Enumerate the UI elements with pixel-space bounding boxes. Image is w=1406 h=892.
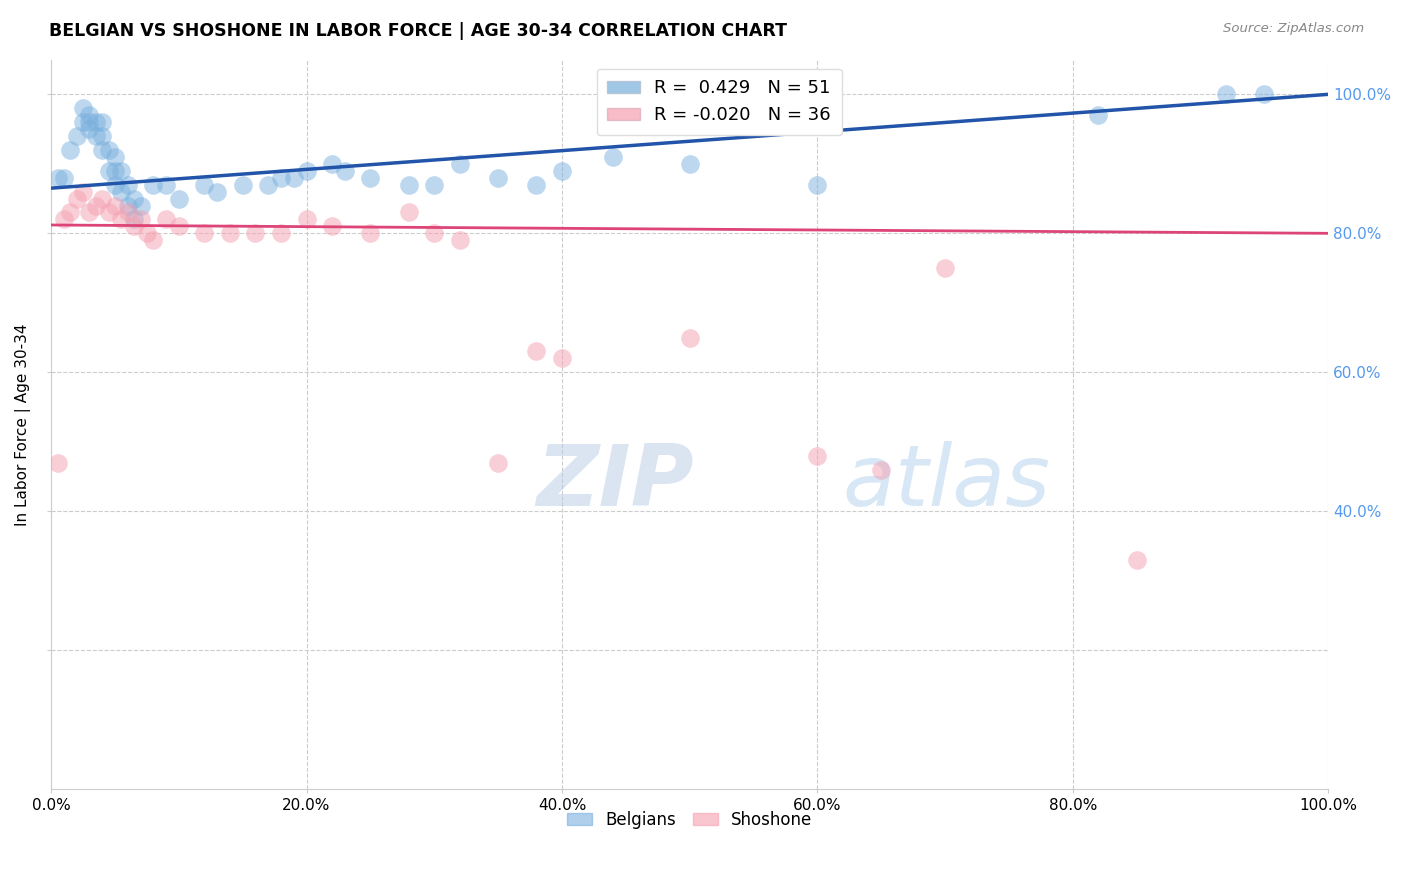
Point [97, 143, 120, 157]
Point [870, 462, 893, 476]
Point [257, 178, 280, 192]
Point [72, 101, 94, 115]
Point [91, 192, 114, 206]
Point [359, 170, 381, 185]
Point [117, 198, 139, 212]
Point [449, 233, 471, 247]
Point [84, 198, 107, 212]
Point [66, 192, 89, 206]
Point [110, 163, 132, 178]
Point [91, 143, 114, 157]
Point [155, 212, 177, 227]
Point [129, 198, 152, 212]
Point [122, 212, 145, 227]
Point [295, 212, 318, 227]
Point [678, 157, 700, 171]
Point [245, 227, 267, 241]
Point [46, 170, 69, 185]
Point [551, 351, 574, 366]
Text: BELGIAN VS SHOSHONE IN LABOR FORCE | AGE 30-34 CORRELATION CHART: BELGIAN VS SHOSHONE IN LABOR FORCE | AGE… [49, 22, 787, 40]
Point [122, 192, 145, 206]
Point [486, 170, 509, 185]
Point [91, 115, 114, 129]
Point [359, 227, 381, 241]
Point [486, 456, 509, 470]
Point [398, 205, 420, 219]
Point [155, 178, 177, 192]
Point [117, 205, 139, 219]
Point [46, 456, 69, 470]
Point [167, 219, 190, 234]
Point [526, 178, 548, 192]
Point [167, 192, 190, 206]
Point [1087, 108, 1109, 122]
Point [193, 178, 215, 192]
Point [104, 163, 127, 178]
Point [79, 108, 101, 122]
Point [1215, 87, 1237, 102]
Point [79, 115, 101, 129]
Point [84, 129, 107, 144]
Point [423, 178, 446, 192]
Point [97, 163, 120, 178]
Point [806, 449, 828, 463]
Point [283, 170, 305, 185]
Text: Source: ZipAtlas.com: Source: ZipAtlas.com [1223, 22, 1364, 36]
Point [602, 150, 624, 164]
Point [232, 178, 254, 192]
Point [72, 185, 94, 199]
Point [270, 227, 292, 241]
Point [52, 212, 75, 227]
Point [104, 150, 127, 164]
Point [551, 163, 574, 178]
Legend: Belgians, Shoshone: Belgians, Shoshone [561, 805, 818, 836]
Point [72, 115, 94, 129]
Point [142, 178, 165, 192]
Point [104, 198, 127, 212]
Point [1253, 87, 1275, 102]
Point [97, 205, 120, 219]
Point [84, 115, 107, 129]
Point [295, 163, 318, 178]
Point [135, 227, 157, 241]
Point [117, 178, 139, 192]
Point [129, 212, 152, 227]
Point [79, 122, 101, 136]
Point [526, 344, 548, 359]
Point [110, 185, 132, 199]
Point [678, 330, 700, 344]
Point [110, 212, 132, 227]
Point [934, 261, 956, 276]
Point [321, 219, 343, 234]
Point [806, 178, 828, 192]
Point [122, 219, 145, 234]
Point [104, 178, 127, 192]
Point [59, 205, 82, 219]
Point [449, 157, 471, 171]
Point [79, 205, 101, 219]
Point [59, 143, 82, 157]
Y-axis label: In Labor Force | Age 30-34: In Labor Force | Age 30-34 [15, 323, 31, 525]
Point [1125, 553, 1147, 567]
Point [219, 227, 242, 241]
Point [423, 227, 446, 241]
Text: atlas: atlas [842, 442, 1050, 524]
Point [398, 178, 420, 192]
Point [91, 129, 114, 144]
Point [321, 157, 343, 171]
Point [270, 170, 292, 185]
Point [52, 170, 75, 185]
Point [333, 163, 356, 178]
Point [205, 185, 228, 199]
Point [142, 233, 165, 247]
Point [66, 129, 89, 144]
Text: ZIP: ZIP [537, 442, 695, 524]
Point [193, 227, 215, 241]
